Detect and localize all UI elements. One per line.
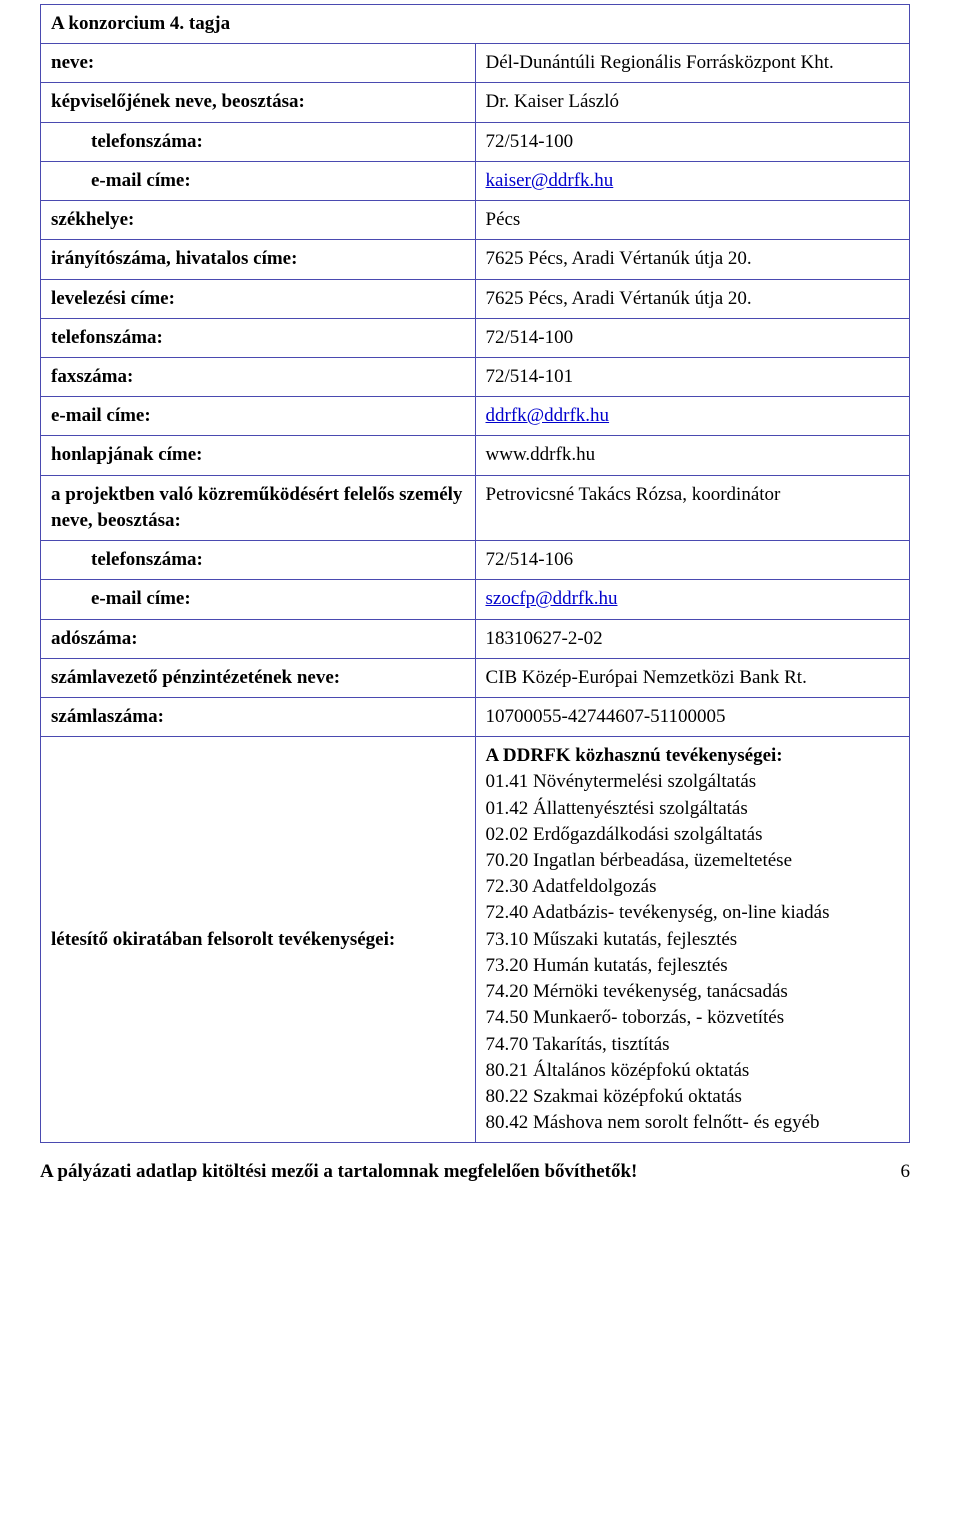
row-value: kaiser@ddrfk.hu	[475, 161, 910, 200]
row-value: Dél-Dunántúli Regionális Forrásközpont K…	[475, 44, 910, 83]
table-row: számlaszáma:10700055-42744607-51100005	[41, 697, 910, 736]
activity-line: 74.20 Mérnöki tevékenység, tanácsadás	[486, 979, 902, 1005]
row-value: 10700055-42744607-51100005	[475, 697, 910, 736]
row-label: telefonszáma:	[41, 318, 476, 357]
table-row: honlapjának címe:www.ddrfk.hu	[41, 436, 910, 475]
row-label: e-mail címe:	[41, 161, 476, 200]
table-row: létesítő okiratában felsorolt tevékenysé…	[41, 737, 910, 1143]
table-row: levelezési címe:7625 Pécs, Aradi Vértanú…	[41, 279, 910, 318]
email-link[interactable]: kaiser@ddrfk.hu	[486, 170, 614, 191]
row-label: a projektben való közreműködésért felelő…	[41, 475, 476, 540]
page-number: 6	[901, 1161, 911, 1183]
activity-line: 73.10 Műszaki kutatás, fejlesztés	[486, 927, 902, 953]
row-label: levelezési címe:	[41, 279, 476, 318]
table-row: e-mail címe: szocfp@ddrfk.hu	[41, 580, 910, 619]
row-label: faxszáma:	[41, 357, 476, 396]
activity-line: 72.30 Adatfeldolgozás	[486, 874, 902, 900]
table-row: telefonszáma:72/514-100	[41, 122, 910, 161]
row-value: 18310627-2-02	[475, 619, 910, 658]
row-value: Pécs	[475, 201, 910, 240]
activity-line: 72.40 Adatbázis- tevékenység, on-line ki…	[486, 900, 902, 926]
row-value: www.ddrfk.hu	[475, 436, 910, 475]
row-label: adószáma:	[41, 619, 476, 658]
activities-cell: A DDRFK közhasznú tevékenységei:01.41 Nö…	[475, 737, 910, 1143]
consortium-table: A konzorcium 4. tagja neve:Dél-Dunántúli…	[40, 4, 910, 1143]
row-label: létesítő okiratában felsorolt tevékenysé…	[41, 737, 476, 1143]
table-row: székhelye:Pécs	[41, 201, 910, 240]
row-label: neve:	[41, 44, 476, 83]
activity-line: 02.02 Erdőgazdálkodási szolgáltatás	[486, 822, 902, 848]
activity-line: 73.20 Humán kutatás, fejlesztés	[486, 953, 902, 979]
row-value: 7625 Pécs, Aradi Vértanúk útja 20.	[475, 279, 910, 318]
row-value: 72/514-101	[475, 357, 910, 396]
row-value: 72/514-100	[475, 122, 910, 161]
email-link[interactable]: ddrfk@ddrfk.hu	[486, 405, 610, 426]
activity-line: 01.41 Növénytermelési szolgáltatás	[486, 769, 902, 795]
table-row: képviselőjének neve, beosztása:Dr. Kaise…	[41, 83, 910, 122]
row-label: honlapjának címe:	[41, 436, 476, 475]
row-value: szocfp@ddrfk.hu	[475, 580, 910, 619]
activity-line: 70.20 Ingatlan bérbeadása, üzemeltetése	[486, 848, 902, 874]
row-label: e-mail címe:	[41, 397, 476, 436]
row-value: 72/514-100	[475, 318, 910, 357]
activity-line: 80.42 Máshova nem sorolt felnőtt- és egy…	[486, 1110, 902, 1136]
row-label: számlaszáma:	[41, 697, 476, 736]
table-row: a projektben való közreműködésért felelő…	[41, 475, 910, 540]
row-label: számlavezető pénzintézetének neve:	[41, 658, 476, 697]
activity-line: 74.70 Takarítás, tisztítás	[486, 1032, 902, 1058]
table-header: A konzorcium 4. tagja	[41, 5, 910, 44]
table-row: telefonszáma:72/514-100	[41, 318, 910, 357]
row-label: telefonszáma:	[41, 122, 476, 161]
row-value: 72/514-106	[475, 541, 910, 580]
row-label: képviselőjének neve, beosztása:	[41, 83, 476, 122]
row-label: e-mail címe:	[41, 580, 476, 619]
activity-line: 80.22 Szakmai középfokú oktatás	[486, 1084, 902, 1110]
activity-line: 74.50 Munkaerő- toborzás, - közvetítés	[486, 1005, 902, 1031]
row-value: 7625 Pécs, Aradi Vértanúk útja 20.	[475, 240, 910, 279]
table-row: számlavezető pénzintézetének neve:CIB Kö…	[41, 658, 910, 697]
table-row: faxszáma:72/514-101	[41, 357, 910, 396]
footer-note: A pályázati adatlap kitöltési mezői a ta…	[40, 1161, 637, 1182]
activity-line: 80.21 Általános középfokú oktatás	[486, 1058, 902, 1084]
row-label: székhelye:	[41, 201, 476, 240]
table-row: adószáma:18310627-2-02	[41, 619, 910, 658]
activities-title: A DDRFK közhasznú tevékenységei:	[486, 743, 902, 769]
table-row: telefonszáma:72/514-106	[41, 541, 910, 580]
table-row: e-mail címe: ddrfk@ddrfk.hu	[41, 397, 910, 436]
table-row: irányítószáma, hivatalos címe:7625 Pécs,…	[41, 240, 910, 279]
row-value: Petrovicsné Takács Rózsa, koordinátor	[475, 475, 910, 540]
row-value: ddrfk@ddrfk.hu	[475, 397, 910, 436]
row-value: Dr. Kaiser László	[475, 83, 910, 122]
row-label: irányítószáma, hivatalos címe:	[41, 240, 476, 279]
email-link[interactable]: szocfp@ddrfk.hu	[486, 588, 618, 609]
table-row: neve:Dél-Dunántúli Regionális Forrásközp…	[41, 44, 910, 83]
activity-line: 01.42 Állattenyésztési szolgáltatás	[486, 796, 902, 822]
row-label: telefonszáma:	[41, 541, 476, 580]
row-value: CIB Közép-Európai Nemzetközi Bank Rt.	[475, 658, 910, 697]
table-row: e-mail címe: kaiser@ddrfk.hu	[41, 161, 910, 200]
